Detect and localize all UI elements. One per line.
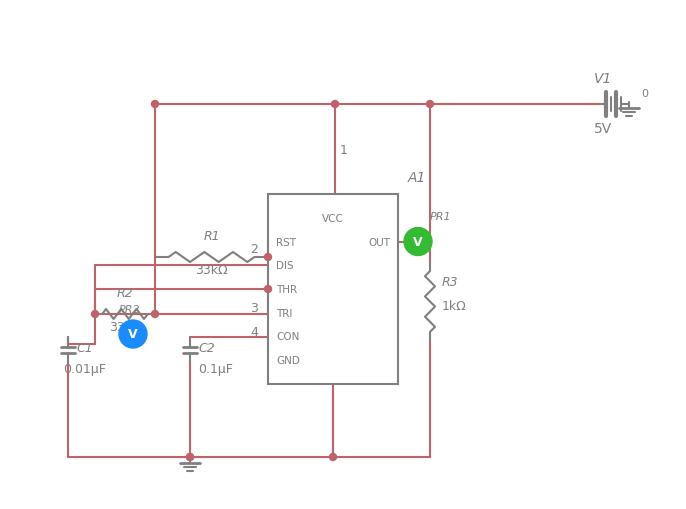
Text: A1: A1 — [408, 171, 427, 185]
Circle shape — [152, 101, 158, 108]
Text: 1kΩ: 1kΩ — [442, 300, 466, 313]
Text: C2: C2 — [198, 342, 215, 355]
Circle shape — [265, 286, 272, 293]
Text: PR2: PR2 — [119, 304, 141, 315]
Text: 2: 2 — [250, 242, 258, 256]
Text: PR1: PR1 — [430, 212, 451, 222]
Text: TRI: TRI — [276, 308, 292, 318]
Text: 3: 3 — [250, 301, 258, 314]
Circle shape — [427, 101, 434, 108]
Text: 5V: 5V — [594, 122, 612, 136]
Text: 1: 1 — [340, 143, 348, 156]
Text: VCC: VCC — [322, 213, 344, 223]
Text: GND: GND — [276, 356, 300, 365]
Text: OUT: OUT — [368, 237, 390, 247]
Text: 0.1μF: 0.1μF — [198, 362, 233, 375]
Text: DIS: DIS — [276, 261, 294, 271]
Text: R2: R2 — [117, 287, 133, 299]
Circle shape — [329, 454, 337, 461]
Circle shape — [187, 454, 193, 461]
Circle shape — [265, 254, 272, 261]
Text: V1: V1 — [594, 72, 612, 86]
Text: CON: CON — [276, 332, 299, 342]
Text: C1: C1 — [76, 342, 93, 355]
Text: V: V — [128, 328, 138, 341]
Text: THR: THR — [276, 285, 297, 294]
Circle shape — [331, 101, 338, 108]
Circle shape — [91, 311, 99, 318]
Circle shape — [187, 454, 193, 461]
Bar — [268, 194, 398, 384]
Text: 0: 0 — [641, 89, 648, 99]
Text: 33kΩ: 33kΩ — [108, 320, 141, 333]
Text: 4: 4 — [250, 325, 258, 338]
Text: R3: R3 — [442, 276, 459, 289]
Text: 0.01μF: 0.01μF — [63, 362, 106, 375]
Text: 33kΩ: 33kΩ — [196, 264, 228, 276]
Circle shape — [404, 228, 432, 256]
Text: RST: RST — [276, 237, 296, 247]
Text: R1: R1 — [203, 230, 220, 242]
Text: V: V — [413, 236, 423, 248]
Circle shape — [119, 320, 147, 348]
Circle shape — [152, 311, 158, 318]
